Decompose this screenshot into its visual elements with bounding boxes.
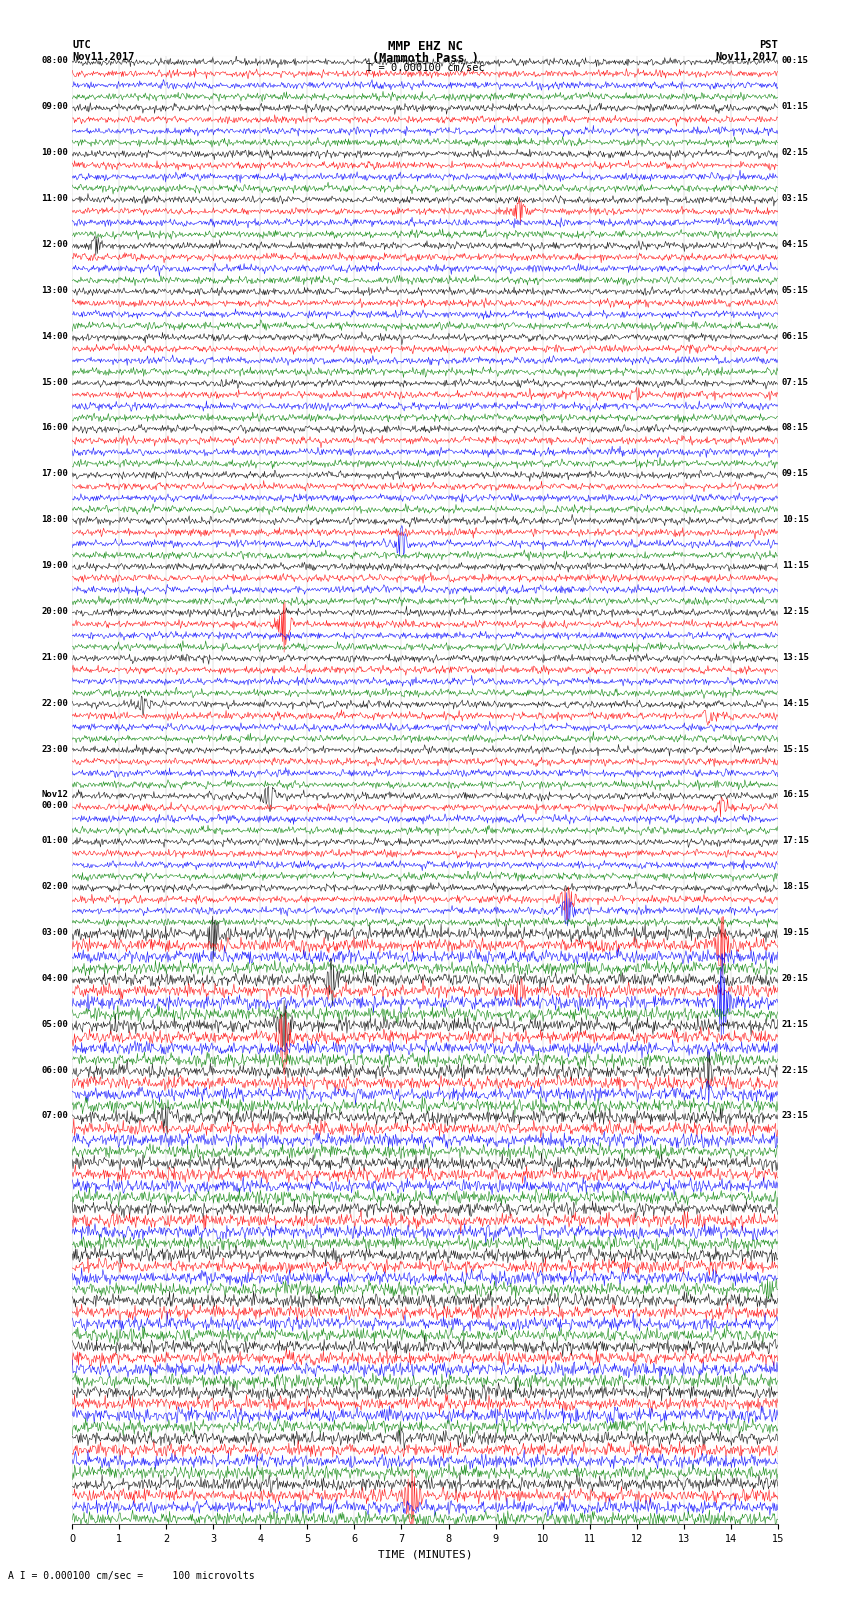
Text: 01:15: 01:15 (782, 102, 809, 111)
Text: 15:00: 15:00 (41, 377, 68, 387)
Text: (Mammoth Pass ): (Mammoth Pass ) (371, 52, 479, 65)
Text: 10:00: 10:00 (41, 148, 68, 156)
Text: 14:15: 14:15 (782, 698, 809, 708)
Text: 06:15: 06:15 (782, 332, 809, 340)
Text: 00:15: 00:15 (782, 56, 809, 66)
Text: Nov11,2017: Nov11,2017 (715, 52, 778, 61)
Text: 14:00: 14:00 (41, 332, 68, 340)
Text: 12:15: 12:15 (782, 606, 809, 616)
Text: 03:15: 03:15 (782, 194, 809, 203)
Text: 10:15: 10:15 (782, 515, 809, 524)
Text: 02:00: 02:00 (41, 882, 68, 890)
Text: Nov11,2017: Nov11,2017 (72, 52, 135, 61)
Text: 16:00: 16:00 (41, 424, 68, 432)
Text: 01:00: 01:00 (41, 836, 68, 845)
Text: 20:00: 20:00 (41, 606, 68, 616)
Text: 19:15: 19:15 (782, 927, 809, 937)
Text: I = 0.000100 cm/sec: I = 0.000100 cm/sec (366, 63, 484, 73)
Text: 05:15: 05:15 (782, 286, 809, 295)
Text: 21:15: 21:15 (782, 1019, 809, 1029)
Text: 23:15: 23:15 (782, 1111, 809, 1121)
Text: 18:15: 18:15 (782, 882, 809, 890)
Text: 16:15: 16:15 (782, 790, 809, 800)
Text: 02:15: 02:15 (782, 148, 809, 156)
Text: 22:00: 22:00 (41, 698, 68, 708)
X-axis label: TIME (MINUTES): TIME (MINUTES) (377, 1550, 473, 1560)
Text: UTC: UTC (72, 40, 91, 50)
Text: 12:00: 12:00 (41, 240, 68, 248)
Text: 13:15: 13:15 (782, 653, 809, 661)
Text: 18:00: 18:00 (41, 515, 68, 524)
Text: 07:00: 07:00 (41, 1111, 68, 1121)
Text: MMP EHZ NC: MMP EHZ NC (388, 40, 462, 53)
Text: 08:00: 08:00 (41, 56, 68, 66)
Text: 17:00: 17:00 (41, 469, 68, 479)
Text: 15:15: 15:15 (782, 745, 809, 753)
Text: 23:00: 23:00 (41, 745, 68, 753)
Text: 08:15: 08:15 (782, 424, 809, 432)
Text: PST: PST (759, 40, 778, 50)
Text: 11:15: 11:15 (782, 561, 809, 569)
Text: 22:15: 22:15 (782, 1066, 809, 1074)
Text: A I = 0.000100 cm/sec =     100 microvolts: A I = 0.000100 cm/sec = 100 microvolts (8, 1571, 255, 1581)
Text: 04:15: 04:15 (782, 240, 809, 248)
Text: 13:00: 13:00 (41, 286, 68, 295)
Text: Nov12
00:00: Nov12 00:00 (41, 790, 68, 810)
Text: 09:15: 09:15 (782, 469, 809, 479)
Text: 21:00: 21:00 (41, 653, 68, 661)
Text: 05:00: 05:00 (41, 1019, 68, 1029)
Text: 04:00: 04:00 (41, 974, 68, 982)
Text: 19:00: 19:00 (41, 561, 68, 569)
Text: 03:00: 03:00 (41, 927, 68, 937)
Text: 11:00: 11:00 (41, 194, 68, 203)
Text: 09:00: 09:00 (41, 102, 68, 111)
Text: 20:15: 20:15 (782, 974, 809, 982)
Text: 17:15: 17:15 (782, 836, 809, 845)
Text: 06:00: 06:00 (41, 1066, 68, 1074)
Text: 07:15: 07:15 (782, 377, 809, 387)
